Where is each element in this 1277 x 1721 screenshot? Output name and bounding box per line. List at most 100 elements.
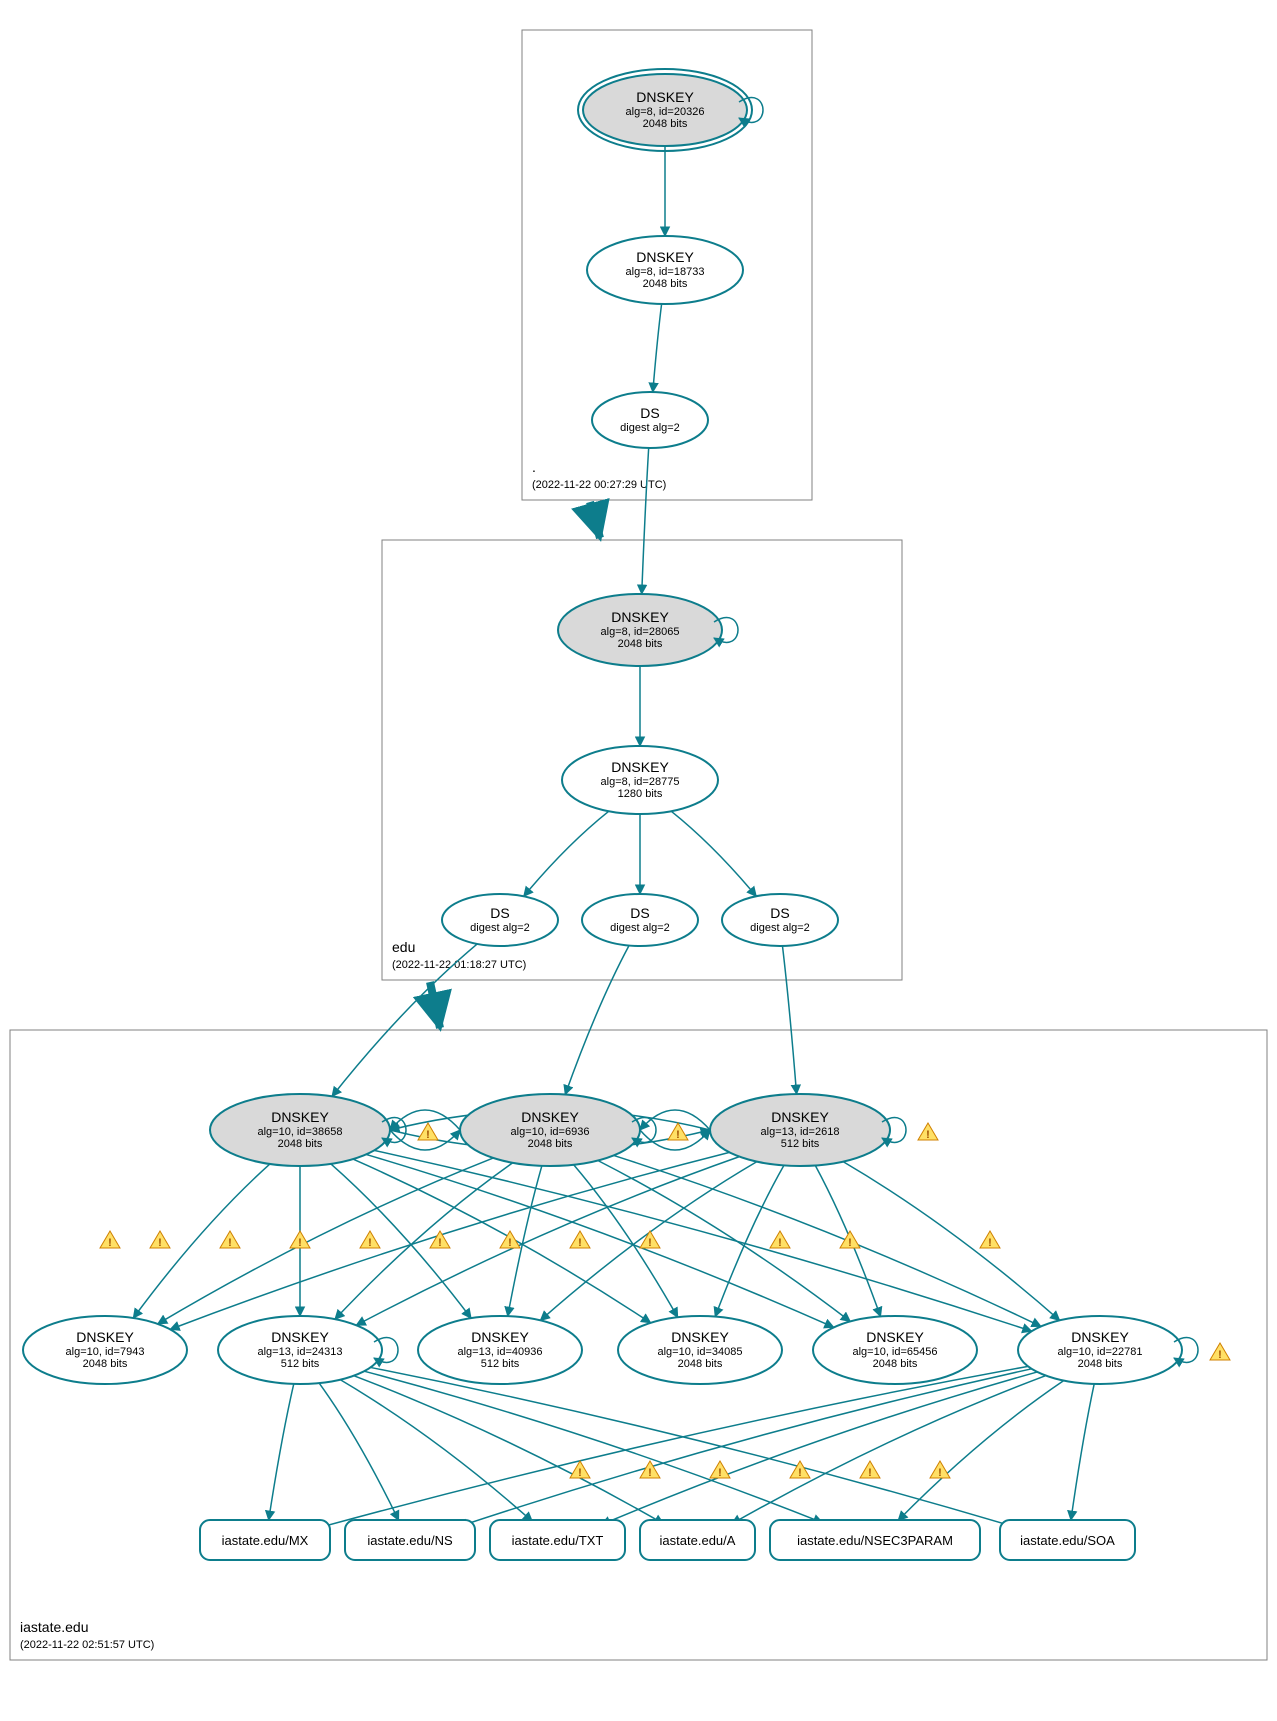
- svg-text:1280 bits: 1280 bits: [618, 788, 663, 800]
- svg-text:!: !: [228, 1237, 232, 1249]
- node-ia_zsk6: DNSKEYalg=10, id=227812048 bits!: [1018, 1316, 1230, 1384]
- svg-text:!: !: [108, 1237, 112, 1249]
- svg-text:2048 bits: 2048 bits: [873, 1358, 918, 1370]
- node-edu_ds2: DSdigest alg=2: [582, 894, 698, 946]
- nodes: DNSKEYalg=8, id=203262048 bitsDNSKEYalg=…: [23, 69, 1230, 1384]
- warning-icon: !: [640, 1231, 660, 1249]
- svg-text:2048 bits: 2048 bits: [83, 1358, 128, 1370]
- svg-text:alg=10, id=38658: alg=10, id=38658: [257, 1126, 342, 1138]
- svg-text:iastate.edu/SOA: iastate.edu/SOA: [1020, 1533, 1115, 1548]
- svg-text:!: !: [368, 1237, 372, 1249]
- node-ia_zsk5: DNSKEYalg=10, id=654562048 bits: [813, 1316, 977, 1384]
- svg-text:alg=10, id=34085: alg=10, id=34085: [657, 1346, 742, 1358]
- warning-icon: !: [770, 1231, 790, 1249]
- svg-text:!: !: [778, 1237, 782, 1249]
- svg-text:2048 bits: 2048 bits: [528, 1138, 573, 1150]
- svg-text:DNSKEY: DNSKEY: [636, 249, 694, 265]
- svg-text:iastate.edu/TXT: iastate.edu/TXT: [512, 1533, 604, 1548]
- svg-text:DNSKEY: DNSKEY: [866, 1329, 924, 1345]
- svg-text:.: .: [532, 459, 536, 475]
- svg-text:digest alg=2: digest alg=2: [750, 922, 810, 934]
- svg-text:!: !: [648, 1467, 652, 1479]
- warning-icon: !: [918, 1123, 938, 1141]
- node-edu_zsk: DNSKEYalg=8, id=287751280 bits: [562, 746, 718, 814]
- svg-text:!: !: [938, 1467, 942, 1479]
- rrsets: iastate.edu/MX iastate.edu/NS iastate.edu/…: [200, 1520, 1135, 1560]
- svg-text:512 bits: 512 bits: [781, 1138, 820, 1150]
- svg-text:DNSKEY: DNSKEY: [771, 1109, 829, 1125]
- warning-icon: !: [220, 1231, 240, 1249]
- svg-text:alg=13, id=24313: alg=13, id=24313: [257, 1346, 342, 1358]
- svg-text:!: !: [1218, 1349, 1222, 1361]
- rrset-rr_mx: iastate.edu/MX: [200, 1520, 330, 1560]
- svg-text:alg=10, id=22781: alg=10, id=22781: [1057, 1346, 1142, 1358]
- warning-icon: !: [360, 1231, 380, 1249]
- svg-text:iastate.edu/NSEC3PARAM: iastate.edu/NSEC3PARAM: [797, 1533, 953, 1548]
- node-ia_zsk4: DNSKEYalg=10, id=340852048 bits: [618, 1316, 782, 1384]
- node-ia_zsk1: DNSKEYalg=10, id=79432048 bits: [23, 1316, 187, 1384]
- node-ia_zsk3: DNSKEYalg=13, id=40936512 bits: [418, 1316, 582, 1384]
- svg-text:iastate.edu/A: iastate.edu/A: [660, 1533, 736, 1548]
- svg-text:iastate.edu/NS: iastate.edu/NS: [367, 1533, 453, 1548]
- node-edu_ksk: DNSKEYalg=8, id=280652048 bits: [558, 594, 738, 666]
- warning-icon: !: [710, 1461, 730, 1479]
- svg-text:iastate.edu/MX: iastate.edu/MX: [222, 1533, 309, 1548]
- warning-icon: !: [640, 1461, 660, 1479]
- node-root_ksk: DNSKEYalg=8, id=203262048 bits: [578, 69, 763, 151]
- warning-icon: !: [980, 1231, 1000, 1249]
- node-edu_ds3: DSdigest alg=2: [722, 894, 838, 946]
- rrset-rr_nsec3: iastate.edu/NSEC3PARAM: [770, 1520, 980, 1560]
- warning-icon: !: [100, 1231, 120, 1249]
- svg-text:!: !: [438, 1237, 442, 1249]
- svg-text:iastate.edu: iastate.edu: [20, 1619, 89, 1635]
- warning-icon: !: [840, 1231, 860, 1249]
- svg-text:DNSKEY: DNSKEY: [471, 1329, 529, 1345]
- svg-text:edu: edu: [392, 939, 415, 955]
- svg-text:512 bits: 512 bits: [281, 1358, 320, 1370]
- svg-text:DNSKEY: DNSKEY: [521, 1109, 579, 1125]
- svg-text:DNSKEY: DNSKEY: [611, 759, 669, 775]
- svg-text:!: !: [298, 1237, 302, 1249]
- svg-text:!: !: [988, 1237, 992, 1249]
- svg-text:(2022-11-22 02:51:57 UTC): (2022-11-22 02:51:57 UTC): [20, 1639, 154, 1651]
- svg-text:DNSKEY: DNSKEY: [1071, 1329, 1129, 1345]
- rrset-rr_ns: iastate.edu/NS: [345, 1520, 475, 1560]
- svg-text:2048 bits: 2048 bits: [1078, 1358, 1123, 1370]
- svg-text:digest alg=2: digest alg=2: [620, 422, 680, 434]
- svg-text:alg=8, id=18733: alg=8, id=18733: [626, 266, 705, 278]
- warning-icon: !: [570, 1461, 590, 1479]
- svg-text:digest alg=2: digest alg=2: [470, 922, 530, 934]
- zone-delegation-arrow: [590, 502, 600, 538]
- warning-icon: !: [570, 1231, 590, 1249]
- warning-icon: !: [930, 1461, 950, 1479]
- svg-text:2048 bits: 2048 bits: [278, 1138, 323, 1150]
- svg-text:!: !: [926, 1129, 930, 1141]
- svg-text:DNSKEY: DNSKEY: [76, 1329, 134, 1345]
- svg-text:!: !: [158, 1237, 162, 1249]
- svg-text:DNSKEY: DNSKEY: [636, 89, 694, 105]
- svg-text:alg=13, id=40936: alg=13, id=40936: [457, 1346, 542, 1358]
- warning-icon: !: [1210, 1343, 1230, 1361]
- svg-text:!: !: [426, 1129, 430, 1141]
- svg-text:DNSKEY: DNSKEY: [611, 609, 669, 625]
- warning-icon: !: [150, 1231, 170, 1249]
- node-root_zsk: DNSKEYalg=8, id=187332048 bits: [587, 236, 743, 304]
- svg-text:2048 bits: 2048 bits: [618, 638, 663, 650]
- svg-text:!: !: [868, 1467, 872, 1479]
- node-root_ds: DSdigest alg=2: [592, 392, 708, 448]
- warning-icon: !: [418, 1123, 438, 1141]
- warning-icon: !: [860, 1461, 880, 1479]
- svg-text:alg=8, id=28065: alg=8, id=28065: [601, 626, 680, 638]
- svg-text:!: !: [578, 1237, 582, 1249]
- svg-text:alg=10, id=65456: alg=10, id=65456: [852, 1346, 937, 1358]
- node-edu_ds1: DSdigest alg=2: [442, 894, 558, 946]
- svg-text:DNSKEY: DNSKEY: [271, 1109, 329, 1125]
- rrset-rr_txt: iastate.edu/TXT: [490, 1520, 625, 1560]
- svg-text:!: !: [648, 1237, 652, 1249]
- warning-icon: !: [790, 1461, 810, 1479]
- svg-text:!: !: [718, 1467, 722, 1479]
- warning-icon: !: [430, 1231, 450, 1249]
- svg-text:512 bits: 512 bits: [481, 1358, 520, 1370]
- node-ia_ksk1: DNSKEYalg=10, id=386582048 bits!: [210, 1094, 438, 1166]
- svg-text:2048 bits: 2048 bits: [643, 118, 688, 130]
